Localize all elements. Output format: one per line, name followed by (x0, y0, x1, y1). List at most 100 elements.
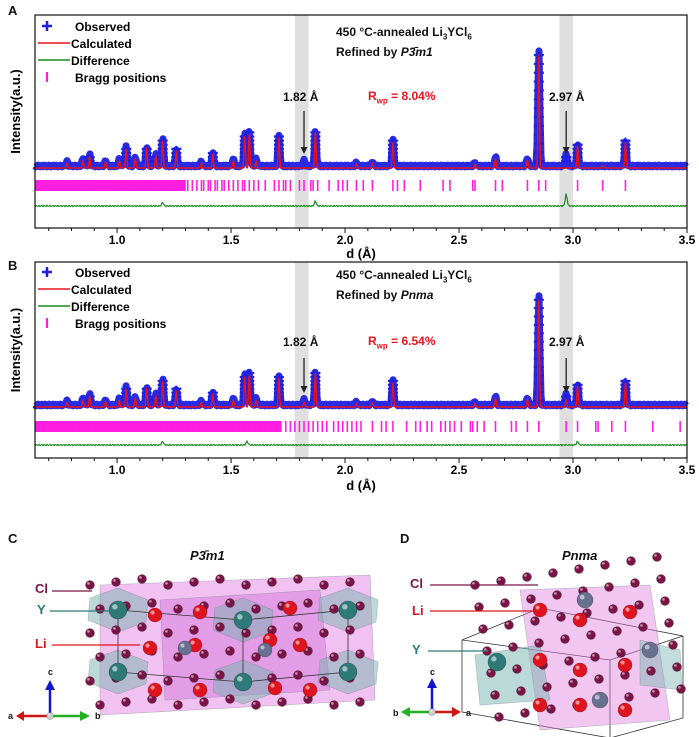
cl-atom (95, 604, 105, 614)
li-atom-highlight (265, 635, 270, 640)
cl-atom (676, 684, 686, 694)
c-axis-head (45, 680, 55, 690)
cl-atom (163, 676, 173, 686)
annotation-arrowhead (300, 147, 308, 154)
x-tick-label: 1.0 (109, 233, 126, 247)
cl-atom (345, 625, 355, 635)
y-atom-highlight (112, 666, 118, 672)
cl-atom (355, 649, 365, 659)
cl-atom (672, 662, 682, 672)
cl-atom (189, 577, 199, 587)
cl-atom-highlight (506, 622, 509, 625)
cl-atom (664, 618, 674, 628)
axis-label-c-c: c (48, 667, 54, 677)
x-tick-label: 3.0 (565, 233, 582, 247)
y-li-mixed-atom-highlight (180, 643, 185, 648)
cl-atom-highlight (269, 675, 272, 678)
b-axis-head (401, 707, 410, 717)
cl-atom (612, 626, 622, 636)
li-atom (147, 682, 163, 698)
observed-series (32, 292, 690, 410)
cl-atom-highlight (592, 654, 595, 657)
li-atom-highlight (620, 705, 625, 710)
cl-atom (241, 580, 251, 590)
li-atom (142, 640, 158, 656)
cl-atom-highlight (113, 579, 116, 582)
cl-atom (624, 692, 634, 702)
y-atom-dark-highlight (644, 644, 650, 650)
li-atom (617, 702, 633, 718)
axis-label-b-c: b (95, 711, 101, 721)
rwp-sub: wp (376, 341, 388, 351)
structure-d (401, 552, 686, 737)
refined-prefix: Refined by (336, 45, 401, 59)
li-atom-highlight (145, 643, 150, 648)
cl-atom-highlight (87, 678, 90, 681)
li-atom (532, 697, 548, 713)
li-atom (282, 600, 298, 616)
cl-atom-highlight (217, 624, 220, 627)
cl-atom (568, 678, 578, 688)
li-atom (572, 697, 588, 713)
cl-atom-highlight (580, 588, 583, 591)
li-atom (292, 637, 308, 653)
cl-atom (225, 646, 235, 656)
sample-prefix: 450 °C-annealed Li (336, 268, 443, 282)
legend-bragg-label: Bragg positions (75, 71, 167, 85)
x-axis-label: d (Å) (346, 478, 376, 493)
li-atom-highlight (305, 685, 310, 690)
calculated-series (35, 54, 687, 170)
panel-label-b: B (8, 258, 18, 273)
cl-atom (95, 700, 105, 710)
observed-point (533, 380, 544, 387)
cl-atom (345, 577, 355, 587)
observed-point (533, 105, 544, 112)
annotation-2-97-a: 2.97 Å (549, 90, 585, 104)
cl-atom (500, 598, 510, 608)
cl-atom (293, 574, 303, 584)
axis-origin (46, 712, 54, 720)
refined-prefix: Refined by (336, 288, 401, 302)
y-atom (233, 610, 253, 630)
cl-atom-highlight (544, 684, 547, 687)
cl-atom-highlight (558, 614, 561, 617)
cl-atom (490, 690, 500, 700)
cl-atom (556, 612, 566, 622)
li-atom-highlight (575, 700, 580, 705)
cl-atom-highlight (201, 699, 204, 702)
cl-atom-highlight (357, 699, 360, 702)
refined-by-a: Refined by P3̄m1 (336, 45, 433, 59)
cl-atom-highlight (331, 606, 334, 609)
cl-atom-highlight (554, 592, 557, 595)
cl-atom (225, 598, 235, 608)
li-atom-highlight (535, 655, 540, 660)
y-atom-dark-highlight (579, 594, 585, 600)
observed-point (533, 347, 544, 354)
cl-atom-highlight (217, 576, 220, 579)
atom-label-li-c: Li (35, 636, 47, 651)
cl-atom-highlight (191, 579, 194, 582)
cl-atom (189, 673, 199, 683)
cl-atom (85, 676, 95, 686)
y-atom-highlight (491, 656, 497, 662)
axis-label-a-c: a (8, 711, 14, 721)
cl-atom-highlight (253, 606, 256, 609)
cl-atom (355, 697, 365, 707)
cl-atom-highlight (496, 714, 499, 717)
cl-atom-highlight (139, 624, 142, 627)
li-atom (532, 652, 548, 668)
cl-atom-highlight (87, 582, 90, 585)
cl-atom (616, 648, 626, 658)
cl-atom-highlight (640, 624, 643, 627)
cl-atom-highlight (113, 627, 116, 630)
subscript: 3 (442, 32, 448, 42)
cl-atom-highlight (472, 582, 475, 585)
y-atom (338, 662, 358, 682)
legend-observed-label: Observed (75, 20, 130, 34)
cl-atom (277, 649, 287, 659)
cl-atom-highlight (295, 576, 298, 579)
cl-atom-highlight (662, 598, 665, 601)
cl-atom (478, 624, 488, 634)
cl-atom-highlight (123, 699, 126, 702)
cl-atom-highlight (596, 676, 599, 679)
